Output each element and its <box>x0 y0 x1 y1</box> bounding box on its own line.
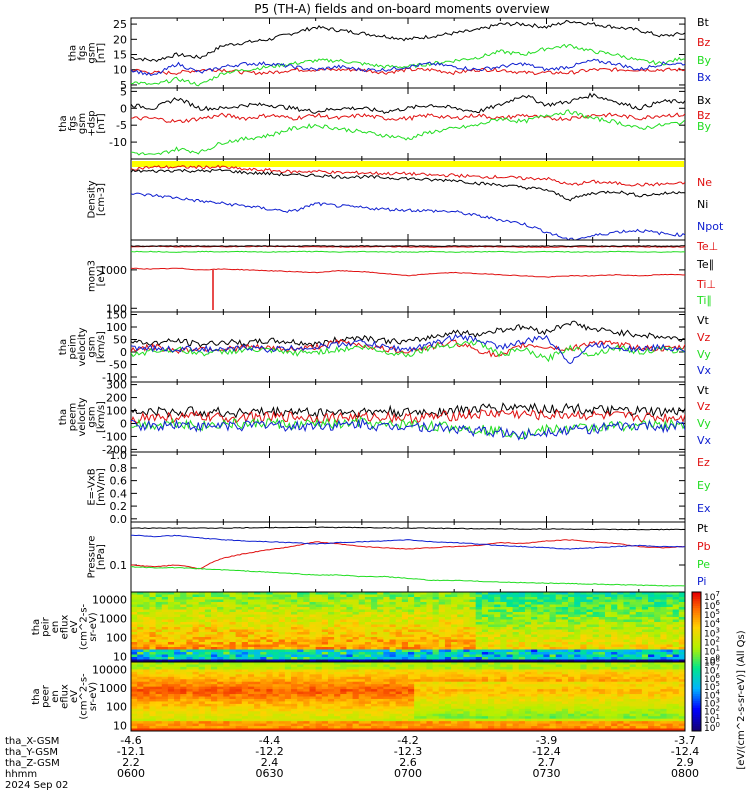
spectrogram <box>131 592 686 663</box>
series-line-Npot <box>131 193 685 240</box>
y-tick-label: -50 <box>109 359 127 372</box>
spectrogram <box>131 662 686 732</box>
y-tick-label: 10 <box>113 719 127 732</box>
y-axis-label-line: [nPa] <box>96 544 107 570</box>
series-line-Vy <box>131 417 685 438</box>
series-line-Ti⊥ <box>131 268 685 277</box>
y-tick-label: 25 <box>113 18 127 31</box>
y-tick-label: 0.2 <box>110 500 128 513</box>
y-tick-label: 0.1 <box>110 559 128 572</box>
y-tick-label: 0.4 <box>110 487 128 500</box>
panel-frame <box>131 452 685 522</box>
series-line-Ti∥ <box>131 251 685 252</box>
plot-area <box>131 21 685 86</box>
y-tick-label: 1.0 <box>110 449 128 462</box>
y-tick-label: 0.0 <box>110 513 128 526</box>
y-axis-label: Pressure[nPa] <box>87 536 108 579</box>
y-tick-label: 5 <box>120 85 127 98</box>
y-axis-label-line: sr-eV) <box>88 612 99 641</box>
y-tick-label: 200 <box>106 392 127 405</box>
y-tick-label: 10 <box>113 64 127 77</box>
y-axis-label: Density[cm-3] <box>87 180 108 218</box>
y-tick-label: -100 <box>102 430 127 443</box>
series-line-By <box>131 44 685 85</box>
plot-area <box>131 527 685 586</box>
y-tick-label: 50 <box>113 334 127 347</box>
y-tick-label: 10 <box>113 650 127 663</box>
y-tick-label: -10 <box>109 136 127 149</box>
y-tick-label: 10000 <box>92 663 127 676</box>
series-line-Vz <box>131 410 685 423</box>
panel-7: E=-VxB[mV/m]1.00.80.60.40.20.0 <box>87 449 686 526</box>
panel-frame <box>131 88 685 159</box>
series-line-By <box>131 110 685 155</box>
series-line-Bx <box>131 94 685 114</box>
series-line-Ne <box>131 166 685 187</box>
plot-area <box>131 403 685 439</box>
y-tick-label: 0 <box>120 417 127 430</box>
panel-frame <box>131 522 685 592</box>
series-line-Te∥ <box>131 246 685 247</box>
y-axis-label-line: [nT] <box>96 113 107 133</box>
chart-title: P5 (TH-A) fields and on-board moments ov… <box>254 2 550 16</box>
y-tick-label: 20 <box>113 33 127 46</box>
y-tick-label: 100 <box>106 405 127 418</box>
plot-area <box>131 94 685 155</box>
y-tick-label: 0.8 <box>110 462 128 475</box>
plot-area <box>131 166 685 241</box>
y-tick-label: 1000 <box>99 682 127 695</box>
plot-area <box>131 321 685 364</box>
y-tick-label: 1000 <box>99 612 127 625</box>
y-axis-label: E=-VxB[mV/m] <box>87 468 108 506</box>
panel-frame <box>131 312 685 382</box>
y-tick-label: 100 <box>106 631 127 644</box>
quality-flag-bar <box>132 161 684 167</box>
panel-frame <box>131 382 685 452</box>
series-line-Pb <box>131 540 685 569</box>
y-tick-label: 150 <box>106 309 127 322</box>
panel-3: Density[cm-3] <box>87 159 686 240</box>
panel-8: Pressure[nPa]0.1 <box>87 522 686 592</box>
y-axis-label-line: [mV/m] <box>96 468 107 506</box>
y-axis-label-line: [nT] <box>96 43 107 63</box>
panel-6: thapeemvelocitygsm[km/s]3002001000-100-2… <box>58 379 685 457</box>
series-line-Bt <box>131 21 685 62</box>
y-tick-label: -5 <box>116 119 127 132</box>
plot-area <box>131 246 685 310</box>
panel-frame <box>131 159 685 240</box>
y-tick-label: 0.6 <box>110 475 128 488</box>
y-tick-label: 100 <box>106 321 127 334</box>
y-axis-label-line: sr-eV) <box>88 682 99 711</box>
y-tick-label: 0 <box>120 102 127 115</box>
y-axis-label-line: [cm-3] <box>96 183 107 216</box>
y-tick-label: 100 <box>106 701 127 714</box>
y-tick-label: 15 <box>113 49 127 62</box>
y-tick-label: 10000 <box>92 594 127 607</box>
y-axis-label-line: [km/s] <box>96 331 107 363</box>
y-tick-label: 300 <box>106 379 127 392</box>
series-line-Pe <box>131 567 685 587</box>
y-tick-label: 1000 <box>99 264 127 277</box>
y-tick-label: 0 <box>120 346 127 359</box>
